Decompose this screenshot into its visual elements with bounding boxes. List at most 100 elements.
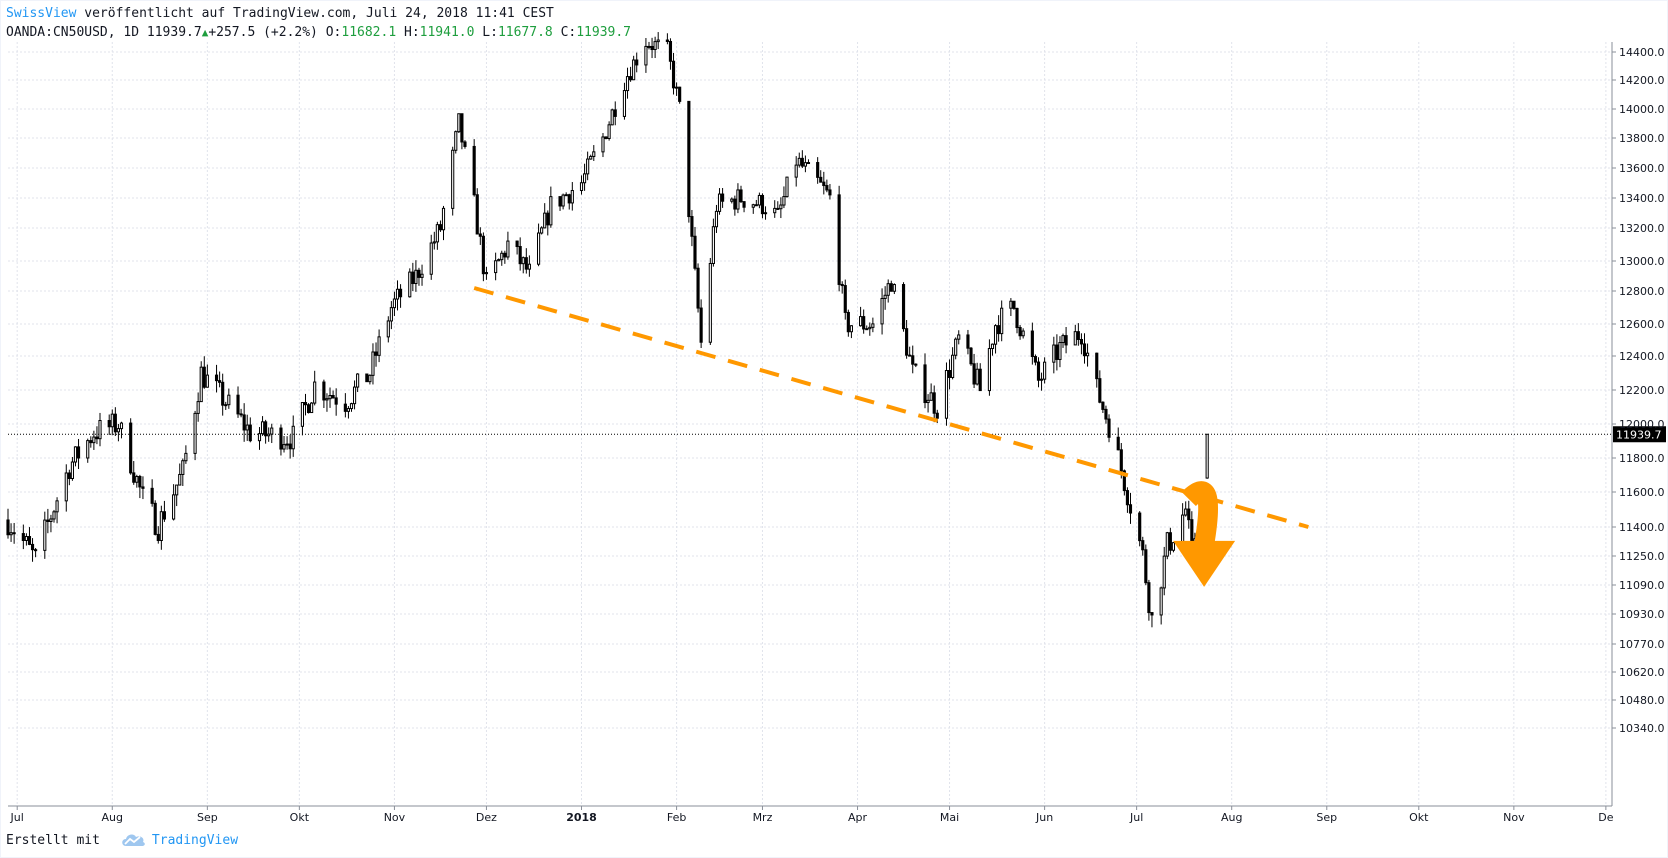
candle (429, 234, 433, 280)
candle (871, 317, 875, 333)
drawings[interactable]: 11939.7 (8, 286, 1666, 587)
candle (849, 325, 853, 339)
candle (1107, 414, 1111, 443)
candle (95, 426, 99, 445)
candles (6, 32, 1209, 628)
time-tick-label: Apr (848, 811, 868, 824)
candle (141, 476, 145, 500)
candle (76, 438, 81, 469)
footer: Erstellt mit TradingView (6, 832, 238, 848)
candle (1036, 357, 1041, 388)
close-value: 11939.7 (576, 25, 632, 40)
candle (1125, 487, 1129, 513)
candle (432, 231, 436, 250)
candle (687, 100, 691, 223)
candle (303, 393, 308, 416)
time-tick-label: Jul (10, 811, 24, 824)
price-tick-label: 13400.0 (1619, 192, 1665, 205)
price-axis[interactable]: 14400.0 14200.0 14000.0 13800.0 13600.0 13400… (1612, 46, 1665, 735)
candle (837, 185, 841, 292)
candle (742, 201, 746, 213)
candle (987, 339, 991, 396)
candle (1205, 433, 1209, 479)
candle (365, 373, 369, 383)
candle (116, 423, 120, 442)
candle (1144, 544, 1148, 586)
time-axis[interactable]: Jul Aug Sep Okt Nov Dez 2018 Feb Mrz Apr Mai Jun Jul… (10, 806, 1614, 824)
candle (135, 474, 139, 488)
candle (714, 204, 719, 233)
candle (386, 316, 390, 343)
candle (546, 210, 550, 236)
candle (944, 362, 949, 426)
candle (678, 86, 682, 104)
candle (310, 402, 314, 414)
candle (156, 526, 160, 544)
candle (1116, 427, 1120, 451)
candle (291, 415, 295, 457)
candle (797, 152, 801, 168)
candle (635, 52, 639, 73)
candle (1159, 586, 1163, 625)
candle (537, 223, 541, 267)
candle (1165, 531, 1169, 560)
candle (754, 199, 758, 207)
trendline[interactable] (473, 286, 1309, 529)
candle (690, 209, 694, 247)
arrow-down-icon[interactable] (1181, 481, 1219, 547)
candle (905, 320, 909, 359)
candle (282, 435, 286, 453)
candle (972, 353, 976, 389)
price-tick-label: 12800.0 (1619, 285, 1665, 298)
candle (463, 140, 467, 149)
candle (1079, 333, 1083, 355)
price-tick-label: 10620.0 (1619, 666, 1665, 679)
price-tick-label: 13800.0 (1619, 132, 1665, 145)
candle (199, 361, 203, 403)
candle (828, 183, 832, 200)
candle (1076, 323, 1080, 346)
candle (957, 330, 961, 345)
time-tick-label: Sep (197, 811, 218, 824)
candle (806, 159, 811, 165)
candle (73, 446, 78, 467)
candle (138, 474, 142, 499)
candle (64, 464, 68, 512)
candle (629, 66, 633, 82)
candle (248, 417, 252, 443)
candle (270, 423, 274, 444)
candle (951, 347, 955, 380)
time-tick-label: Mai (940, 811, 959, 824)
candle (1168, 527, 1172, 555)
candle (711, 218, 715, 267)
candle (589, 154, 593, 160)
candle (862, 309, 866, 334)
candle (816, 157, 820, 184)
candle (395, 280, 400, 311)
candle (107, 414, 111, 435)
candle (803, 155, 807, 173)
candle (98, 412, 102, 447)
candle (52, 509, 56, 523)
candle (218, 371, 222, 388)
high-label: H: (404, 25, 420, 40)
candle (800, 150, 804, 169)
price-tick-label: 11600.0 (1619, 486, 1665, 499)
candle (978, 363, 982, 392)
candle (1021, 328, 1025, 339)
candle (527, 255, 531, 277)
candle (540, 226, 544, 235)
candle (24, 533, 28, 546)
candle (92, 430, 96, 450)
tradingview-link[interactable]: TradingView (151, 832, 239, 848)
price-tick-label: 12600.0 (1619, 318, 1665, 331)
candle (668, 38, 673, 70)
author-link[interactable]: SwissView (6, 6, 77, 21)
candle (721, 188, 725, 208)
price-tick-label: 14400.0 (1619, 46, 1665, 59)
candle (1064, 326, 1068, 354)
candle (883, 286, 887, 310)
candle (494, 252, 498, 281)
candle (1073, 324, 1077, 346)
